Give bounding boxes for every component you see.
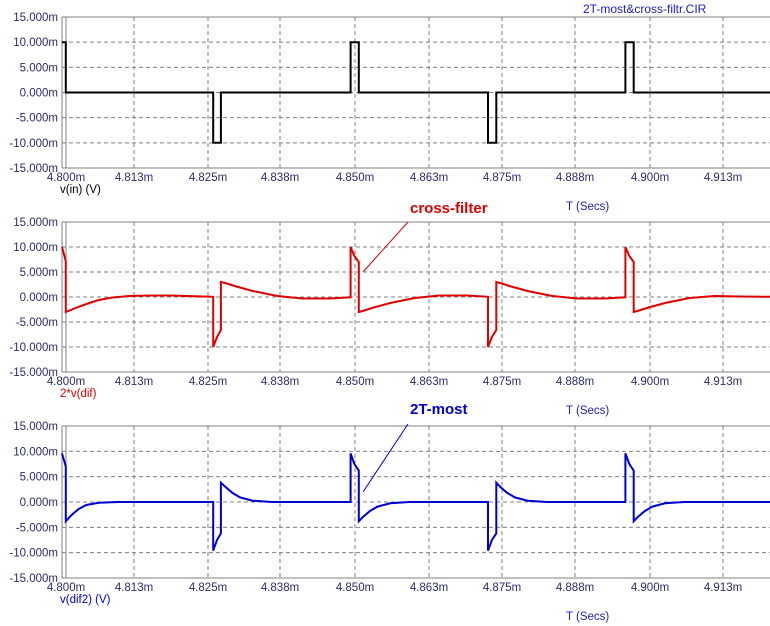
chart-panel-1: 15.000m 10.000m 5.000m 0.000m -5.000m -10.000…	[9, 12, 770, 213]
x-tick-label: 4.850m	[336, 172, 374, 184]
x-tick-label: 4.813m	[115, 582, 153, 594]
x-axis-label: T (Secs)	[566, 611, 609, 623]
y-tick-label: -5.000m	[16, 317, 58, 329]
x-tick-label: 4.875m	[483, 172, 521, 184]
x-tick-label: 4.900m	[631, 582, 669, 594]
y-tick-label: 0.000m	[20, 497, 58, 509]
y-tick-label: -5.000m	[16, 522, 58, 534]
x-tick-label: 4.825m	[189, 172, 227, 184]
x-tick-label: 4.863m	[410, 582, 448, 594]
x-tick-label: 4.875m	[483, 376, 521, 388]
x-tick-label: 4.825m	[189, 376, 227, 388]
y-tick-label: -5.000m	[16, 113, 58, 125]
y-axis-label: v(dif2) (V)	[60, 594, 111, 606]
annotation-label: 2T-most	[410, 401, 468, 418]
x-tick-label: 4.838m	[261, 376, 299, 388]
x-tick-label: 4.825m	[189, 582, 227, 594]
chart-panel-2: 15.000m 10.000m 5.000m 0.000m -5.000m -10.000…	[9, 200, 770, 417]
x-tick-label: 4.850m	[336, 376, 374, 388]
y-tick-label: 15.000m	[13, 217, 58, 229]
y-tick-label: -10.000m	[9, 138, 58, 150]
annotation-label: cross-filter	[410, 200, 488, 217]
y-tick-label: -10.000m	[9, 342, 58, 354]
y-tick-label: 5.000m	[20, 62, 58, 74]
x-tick-label: 4.913m	[704, 582, 742, 594]
series-line	[61, 453, 770, 551]
x-tick-label: 4.875m	[483, 582, 521, 594]
x-tick-label: 4.850m	[336, 582, 374, 594]
x-tick-label: 4.813m	[115, 172, 153, 184]
series-line	[62, 41, 770, 144]
y-tick-label: 0.000m	[20, 292, 58, 304]
y-tick-label: -15.000m	[9, 367, 58, 379]
x-axis-label: T (Secs)	[566, 405, 609, 417]
y-tick-label: 10.000m	[13, 37, 58, 49]
y-tick-label: -15.000m	[9, 573, 58, 585]
x-tick-label: 4.838m	[261, 172, 299, 184]
series-line	[61, 246, 770, 348]
x-tick-label: 4.900m	[631, 376, 669, 388]
y-tick-label: 0.000m	[20, 88, 58, 100]
y-axis-label: 2*v(dif)	[60, 388, 97, 400]
chart-panel-3: 15.000m 10.000m 5.000m 0.000m -5.000m -10.000…	[9, 401, 770, 623]
y-tick-label: -15.000m	[9, 163, 58, 175]
x-tick-label: 4.863m	[410, 172, 448, 184]
x-tick-label: 4.800m	[47, 172, 85, 184]
x-tick-label: 4.838m	[261, 582, 299, 594]
annotation-leader-line	[362, 221, 409, 273]
window-title: 2T-most&cross-filtr.CIR	[583, 2, 707, 16]
x-tick-label: 4.888m	[556, 582, 594, 594]
y-tick-label: 5.000m	[20, 267, 58, 279]
x-tick-label: 4.888m	[556, 172, 594, 184]
x-axis-label: T (Secs)	[566, 201, 609, 213]
x-tick-label: 4.863m	[410, 376, 448, 388]
y-tick-label: 15.000m	[13, 421, 58, 433]
x-tick-label: 4.913m	[704, 376, 742, 388]
y-tick-label: 10.000m	[13, 242, 58, 254]
x-tick-label: 4.913m	[704, 172, 742, 184]
y-tick-label: -10.000m	[9, 548, 58, 560]
x-tick-label: 4.888m	[556, 376, 594, 388]
y-tick-label: 5.000m	[20, 472, 58, 484]
annotation-leader-line	[362, 423, 409, 493]
y-tick-label: 15.000m	[13, 12, 58, 24]
x-tick-label: 4.813m	[115, 376, 153, 388]
x-tick-label: 4.800m	[47, 582, 85, 594]
x-tick-label: 4.900m	[631, 172, 669, 184]
y-tick-label: 10.000m	[13, 446, 58, 458]
x-tick-label: 4.800m	[47, 376, 85, 388]
y-axis-label: v(in) (V)	[60, 184, 101, 196]
